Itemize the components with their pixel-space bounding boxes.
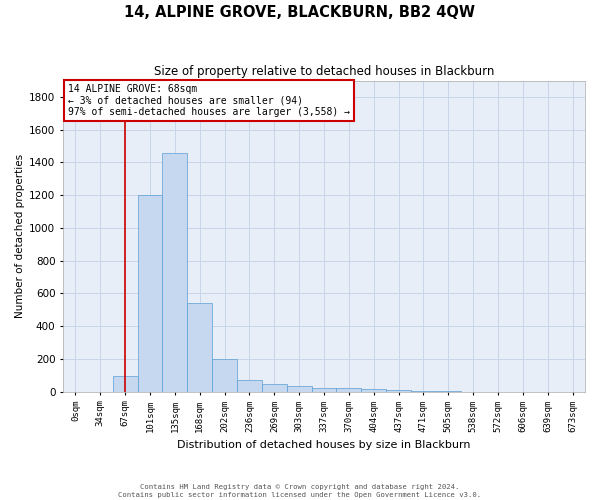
- Bar: [212, 359, 237, 392]
- Bar: [262, 384, 287, 392]
- Bar: [237, 380, 262, 392]
- Y-axis label: Number of detached properties: Number of detached properties: [15, 154, 25, 318]
- Bar: [386, 390, 411, 392]
- Text: 14, ALPINE GROVE, BLACKBURN, BB2 4QW: 14, ALPINE GROVE, BLACKBURN, BB2 4QW: [125, 5, 476, 20]
- Bar: [337, 388, 361, 392]
- Text: Contains HM Land Registry data © Crown copyright and database right 2024.
Contai: Contains HM Land Registry data © Crown c…: [118, 484, 482, 498]
- Text: 14 ALPINE GROVE: 68sqm
← 3% of detached houses are smaller (94)
97% of semi-deta: 14 ALPINE GROVE: 68sqm ← 3% of detached …: [68, 84, 350, 117]
- Bar: [137, 195, 163, 392]
- Bar: [113, 376, 137, 392]
- X-axis label: Distribution of detached houses by size in Blackburn: Distribution of detached houses by size …: [177, 440, 471, 450]
- Bar: [311, 388, 337, 392]
- Bar: [163, 152, 187, 392]
- Title: Size of property relative to detached houses in Blackburn: Size of property relative to detached ho…: [154, 65, 494, 78]
- Bar: [187, 304, 212, 392]
- Bar: [287, 386, 311, 392]
- Bar: [361, 390, 386, 392]
